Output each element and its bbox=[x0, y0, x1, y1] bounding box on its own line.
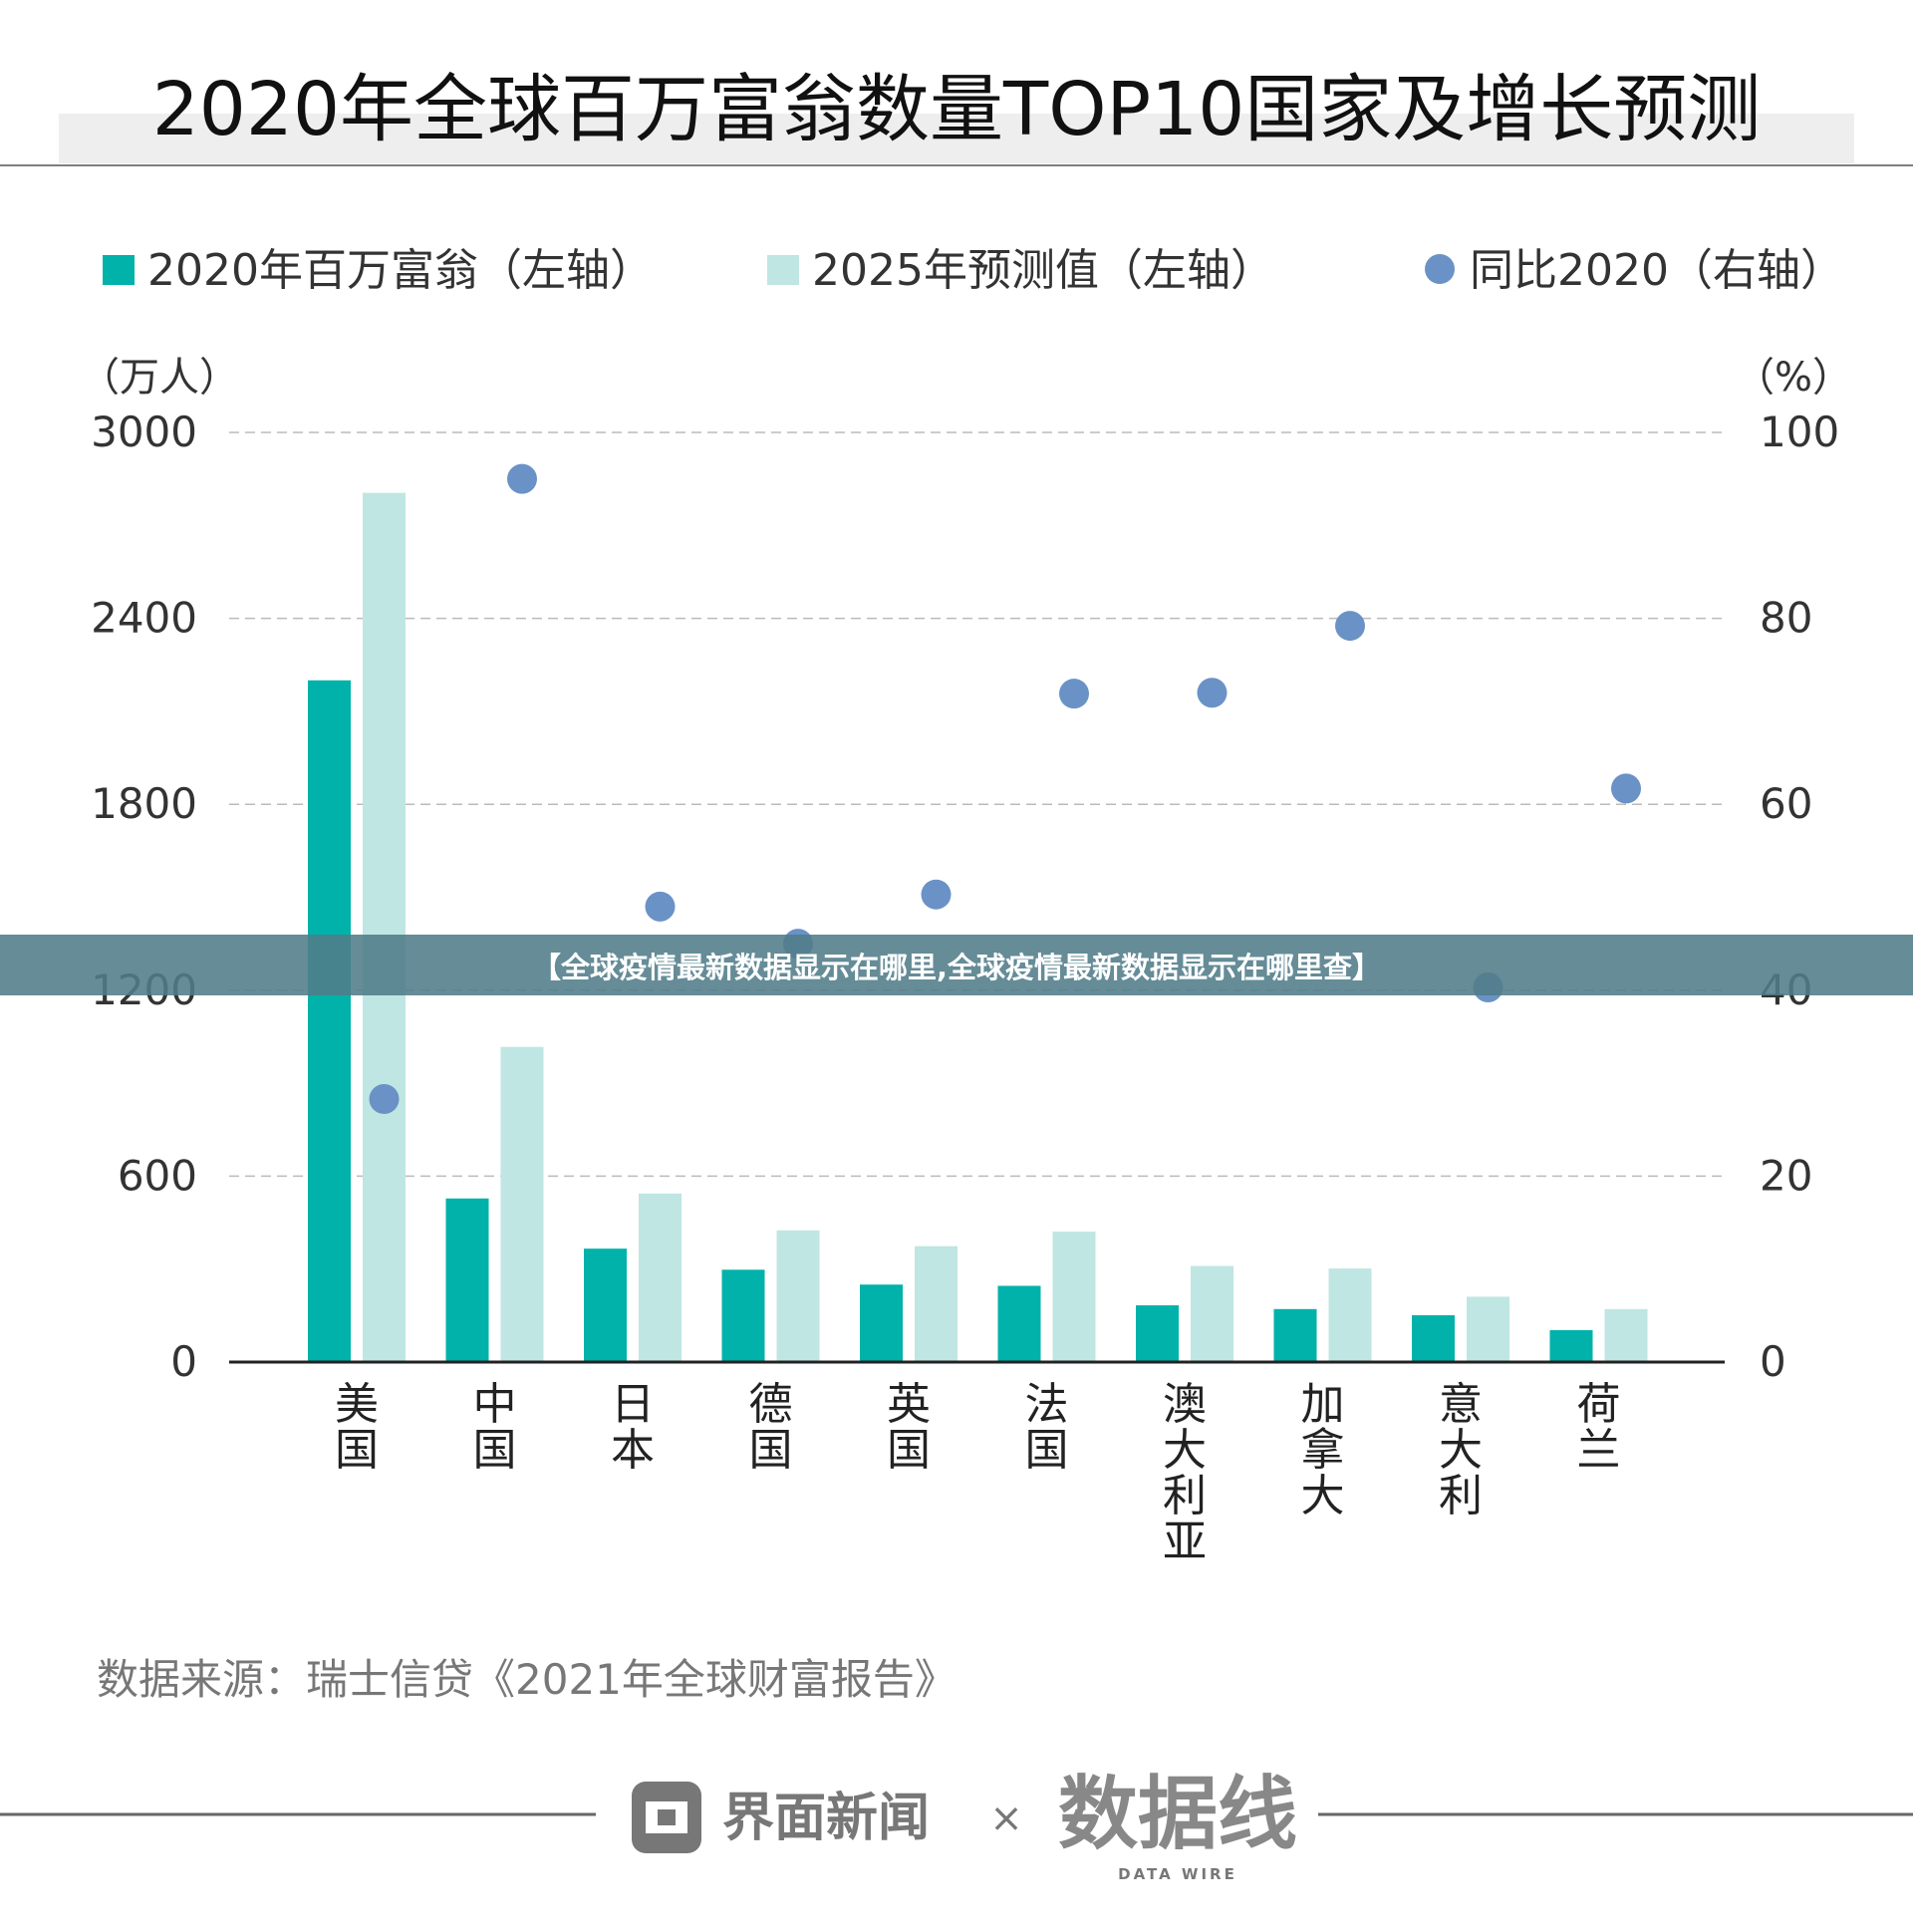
bar-2025 bbox=[915, 1245, 957, 1362]
bar-2020 bbox=[860, 1284, 903, 1362]
bar-2025 bbox=[363, 492, 406, 1362]
legend-marker bbox=[767, 255, 799, 285]
yoy-dot bbox=[369, 1083, 400, 1114]
x-tick-label: 日本 bbox=[611, 1379, 655, 1476]
x-tick-label: 法国 bbox=[1025, 1379, 1069, 1476]
right-tick-label: 60 bbox=[1760, 779, 1812, 828]
legend-marker bbox=[1425, 254, 1455, 284]
bar-2020 bbox=[445, 1198, 489, 1362]
yoy-dot bbox=[1335, 611, 1365, 642]
right-axis-unit: （%） bbox=[1735, 355, 1852, 401]
x-tick-label: 意大利 bbox=[1439, 1379, 1483, 1521]
bar-2025 bbox=[1604, 1308, 1648, 1362]
bar-2020 bbox=[1549, 1329, 1593, 1362]
bar-2025 bbox=[1191, 1265, 1233, 1362]
bar-2025 bbox=[1467, 1296, 1509, 1362]
x-tick-label: 加拿大 bbox=[1301, 1379, 1345, 1521]
bar-2020 bbox=[308, 680, 351, 1362]
left-tick-label: 600 bbox=[118, 1151, 197, 1200]
left-axis-unit: （万人） bbox=[80, 355, 239, 401]
footer-brand-datawire-sub: DATA WIRE bbox=[1118, 1865, 1237, 1883]
left-tick-label: 0 bbox=[170, 1337, 197, 1386]
left-tick-label: 1800 bbox=[91, 779, 197, 828]
source-note: 数据来源：瑞士信贷《2021年全球财富报告》 bbox=[97, 1655, 956, 1704]
bar-2020 bbox=[721, 1269, 765, 1362]
bar-2020 bbox=[584, 1248, 627, 1362]
bar-2025 bbox=[639, 1193, 682, 1362]
x-tick-label: 英国 bbox=[887, 1379, 931, 1476]
left-tick-label: 3000 bbox=[91, 408, 197, 456]
title-background bbox=[59, 114, 1854, 163]
footer-brand-datawire: 数据线 bbox=[1058, 1768, 1297, 1860]
right-tick-label: 20 bbox=[1760, 1151, 1812, 1200]
bar-2020 bbox=[1412, 1315, 1455, 1362]
bar-2020 bbox=[1136, 1305, 1179, 1362]
legend-label: 2025年预测值（左轴） bbox=[812, 245, 1274, 296]
bar-2020 bbox=[1273, 1308, 1317, 1362]
yoy-dot bbox=[1059, 679, 1089, 709]
headline-banner[interactable]: 【全球疫情最新数据显示在哪里,全球疫情最新数据显示在哪里查】 bbox=[0, 935, 1913, 995]
left-tick-label: 2400 bbox=[91, 594, 197, 643]
bar-2025 bbox=[1328, 1268, 1372, 1362]
footer-times: × bbox=[989, 1795, 1023, 1841]
right-tick-label: 0 bbox=[1760, 1337, 1786, 1386]
yoy-dot bbox=[645, 891, 676, 922]
legend: 2020年百万富翁（左轴） 2025年预测值（左轴） 同比2020（右轴） bbox=[103, 245, 1844, 296]
x-tick-label: 中国 bbox=[473, 1379, 517, 1476]
chart-title: 2020年全球百万富翁数量TOP10国家及增长预测 bbox=[152, 67, 1762, 152]
yoy-dot bbox=[1611, 773, 1641, 804]
jiemian-logo-icon bbox=[632, 1782, 701, 1853]
right-tick-label: 80 bbox=[1760, 594, 1812, 643]
legend-label: 2020年百万富翁（左轴） bbox=[147, 245, 654, 296]
x-tick-label: 德国 bbox=[749, 1379, 793, 1476]
x-tick-label: 澳大利亚 bbox=[1163, 1379, 1207, 1567]
x-tick-label: 美国 bbox=[335, 1379, 379, 1476]
bar-2020 bbox=[997, 1285, 1041, 1362]
yoy-dot bbox=[1197, 678, 1228, 708]
bar-2025 bbox=[776, 1230, 820, 1362]
legend-label: 同比2020（右轴） bbox=[1470, 245, 1844, 296]
bar-2025 bbox=[1052, 1232, 1096, 1362]
legend-marker bbox=[103, 255, 135, 285]
bar-2025 bbox=[500, 1046, 544, 1362]
yoy-dot bbox=[507, 463, 537, 494]
footer-brand-jiemian: 界面新闻 bbox=[722, 1789, 930, 1848]
x-tick-label: 荷兰 bbox=[1577, 1379, 1621, 1476]
yoy-dot bbox=[921, 879, 952, 910]
right-tick-label: 100 bbox=[1760, 408, 1839, 456]
